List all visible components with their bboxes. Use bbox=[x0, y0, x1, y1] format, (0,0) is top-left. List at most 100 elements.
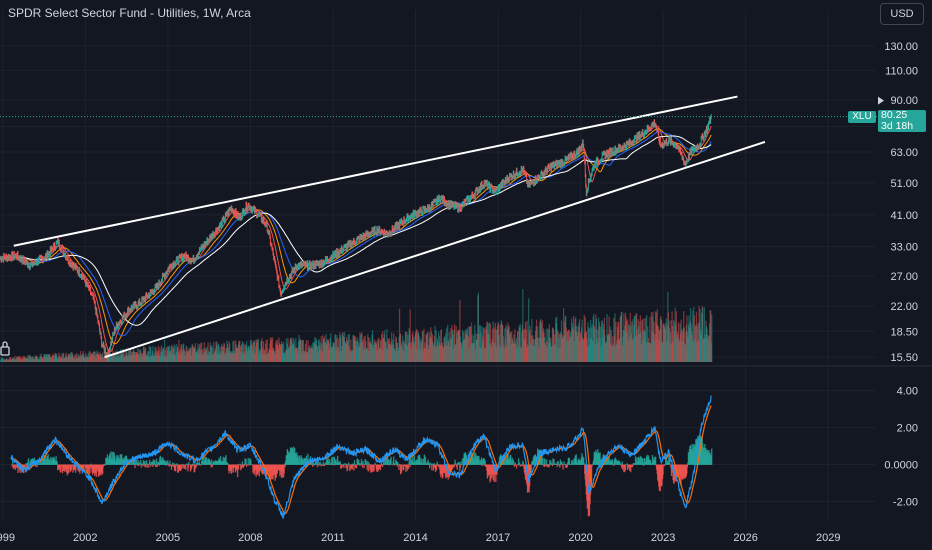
price-axis-label: 27.00 bbox=[890, 271, 918, 283]
time-axis-label: 2008 bbox=[238, 532, 262, 544]
macd-histogram-bar bbox=[339, 461, 341, 465]
lock-icon[interactable] bbox=[0, 340, 10, 358]
macd-histogram-bar bbox=[373, 464, 375, 472]
macd-histogram-bar bbox=[211, 464, 213, 468]
macd-histogram-bar bbox=[550, 460, 552, 465]
macd-histogram-bar bbox=[371, 464, 374, 473]
macd-histogram-bar bbox=[203, 456, 205, 465]
macd-histogram-bar bbox=[149, 464, 151, 465]
price-axis-label: 22.00 bbox=[890, 301, 918, 313]
macd-histogram-bar bbox=[397, 462, 399, 465]
macd-axis-label: 2.00 bbox=[897, 423, 918, 435]
macd-histogram-bar bbox=[368, 462, 370, 465]
volume-bar bbox=[467, 336, 469, 362]
macd-histogram-bar bbox=[164, 464, 167, 466]
macd-histogram-bar bbox=[388, 460, 391, 465]
volume-bar bbox=[483, 328, 485, 362]
macd-histogram-bar bbox=[459, 464, 462, 468]
macd-histogram-bar bbox=[642, 464, 645, 466]
macd-histogram-bar bbox=[649, 460, 651, 465]
volume-bar bbox=[138, 348, 140, 362]
macd-histogram-bar bbox=[223, 458, 226, 465]
macd-histogram-bar bbox=[199, 464, 202, 466]
macd-histogram-bar bbox=[151, 461, 154, 465]
macd-histogram-bar bbox=[408, 459, 411, 465]
macd-histogram-bar bbox=[322, 461, 324, 465]
macd-histogram-bar bbox=[112, 451, 114, 465]
macd-histogram-bar bbox=[459, 464, 461, 472]
volume-bar bbox=[702, 307, 704, 362]
macd-histogram-bar bbox=[379, 464, 382, 471]
macd-histogram-bar bbox=[474, 452, 476, 465]
macd-histogram-bar bbox=[383, 462, 385, 465]
macd-histogram-bar bbox=[429, 464, 431, 469]
macd-histogram-bar bbox=[599, 452, 601, 465]
time-axis-label: 2017 bbox=[486, 532, 510, 544]
macd-histogram-bar bbox=[381, 464, 384, 467]
macd-histogram-bar bbox=[631, 464, 633, 468]
macd-histogram-bar bbox=[556, 464, 558, 468]
macd-histogram-bar bbox=[517, 464, 519, 466]
macd-histogram-bar bbox=[393, 456, 395, 465]
macd-histogram-bar bbox=[391, 464, 394, 466]
macd-histogram-bar bbox=[198, 461, 201, 465]
macd-histogram-bar bbox=[146, 464, 148, 468]
macd-histogram-bar bbox=[188, 461, 190, 465]
macd-histogram-bar bbox=[241, 461, 244, 465]
macd-histogram-bar bbox=[132, 457, 135, 465]
volume-bar bbox=[348, 333, 350, 362]
macd-histogram-bar bbox=[102, 464, 104, 475]
macd-histogram-bar bbox=[363, 464, 365, 469]
macd-histogram-bar bbox=[55, 456, 57, 465]
macd-histogram-bar bbox=[351, 464, 354, 470]
moving-average-line bbox=[0, 125, 712, 352]
macd-histogram-bar bbox=[196, 460, 199, 465]
macd-histogram-bar bbox=[361, 464, 364, 468]
macd-histogram-bar bbox=[171, 464, 173, 468]
currency-button[interactable]: USD bbox=[880, 3, 924, 25]
macd-histogram-bar bbox=[89, 464, 92, 468]
macd-histogram-bar bbox=[513, 461, 515, 465]
macd-histogram-bar bbox=[114, 456, 116, 465]
macd-histogram-bar bbox=[82, 464, 85, 470]
macd-histogram-bar bbox=[545, 464, 547, 466]
time-axis-label: 2005 bbox=[156, 532, 180, 544]
volume-bar bbox=[150, 347, 152, 362]
volume-bar bbox=[265, 340, 267, 362]
macd-histogram-bar bbox=[149, 459, 151, 465]
macd-histogram-bar bbox=[11, 464, 13, 467]
macd-histogram-bar bbox=[360, 459, 363, 465]
macd-histogram-bar bbox=[138, 464, 140, 466]
macd-histogram-bar bbox=[319, 461, 321, 465]
time-axis-label: 2020 bbox=[568, 532, 592, 544]
macd-histogram-bar bbox=[49, 458, 51, 465]
time-axis-label: 2002 bbox=[73, 532, 97, 544]
volume-bar bbox=[386, 328, 388, 362]
macd-histogram-bar bbox=[621, 461, 623, 465]
macd-histogram-bar bbox=[624, 464, 627, 470]
macd-histogram-bar bbox=[12, 460, 14, 465]
macd-histogram-bar bbox=[130, 461, 132, 465]
macd-histogram-bar bbox=[542, 464, 545, 467]
macd-histogram-bar bbox=[453, 464, 456, 467]
macd-histogram-bar bbox=[335, 459, 337, 465]
macd-histogram-bar bbox=[362, 460, 364, 465]
macd-histogram-bar bbox=[321, 464, 323, 466]
macd-histogram-bar bbox=[172, 464, 175, 468]
macd-histogram-bar bbox=[400, 464, 403, 472]
macd-histogram-bar bbox=[56, 462, 58, 465]
macd-histogram-bar bbox=[633, 463, 636, 465]
macd-histogram-bar bbox=[133, 461, 136, 465]
macd-histogram-bar bbox=[563, 461, 565, 465]
macd-histogram-bar bbox=[544, 459, 546, 465]
volume-bar bbox=[148, 346, 150, 362]
macd-histogram-bar bbox=[252, 464, 254, 473]
volume-bar bbox=[434, 325, 436, 362]
macd-histogram-bar bbox=[623, 464, 625, 473]
volume-bar bbox=[152, 345, 154, 362]
macd-histogram-bar bbox=[519, 464, 521, 467]
volume-bar bbox=[20, 356, 22, 362]
macd-histogram-bar bbox=[626, 463, 628, 465]
macd-histogram-bar bbox=[311, 462, 313, 465]
